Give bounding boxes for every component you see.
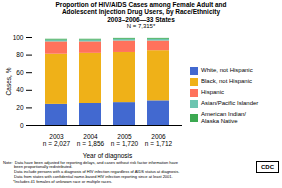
svg-text:2006n = 1,712: 2006n = 1,712: [145, 133, 173, 147]
html-text:Asian/Pacific Islander: Asian/Pacific Islander: [201, 100, 259, 107]
svg-text:2004n = 1,856: 2004n = 1,856: [77, 133, 105, 147]
html-text:Black, not Hispanic: Black, not Hispanic: [201, 78, 252, 85]
svg-text:80: 80: [16, 51, 24, 58]
svg-text:Year of diagnosis: Year of diagnosis: [83, 151, 133, 159]
html-text:N = 7,315*: N = 7,315*: [126, 23, 156, 30]
svg-text:0: 0: [20, 121, 24, 128]
svg-text:2003n = 2,027: 2003n = 2,027: [43, 133, 71, 147]
svg-text:60: 60: [16, 68, 24, 75]
html-text:Hispanic: Hispanic: [201, 89, 224, 96]
html-text:Proportion of HIV/AIDS Cases a: Proportion of HIV/AIDS Cases among Femal…: [55, 1, 227, 23]
html-text:White, not Hispanic: White, not Hispanic: [201, 67, 253, 74]
svg-text:100: 100: [13, 33, 24, 40]
html-text:American Indian/ Alaska Native: American Indian/ Alaska Native: [201, 110, 246, 124]
svg-text:Cases, %: Cases, %: [5, 67, 12, 95]
svg-text:40: 40: [16, 86, 24, 93]
svg-text:20: 20: [16, 104, 24, 111]
html-text:CDC: CDC: [261, 163, 274, 170]
html-text:Note: Data have been adjusted: Note: Data have been adjusted for report…: [3, 159, 180, 184]
svg-text:2005n = 1,720: 2005n = 1,720: [111, 133, 139, 147]
